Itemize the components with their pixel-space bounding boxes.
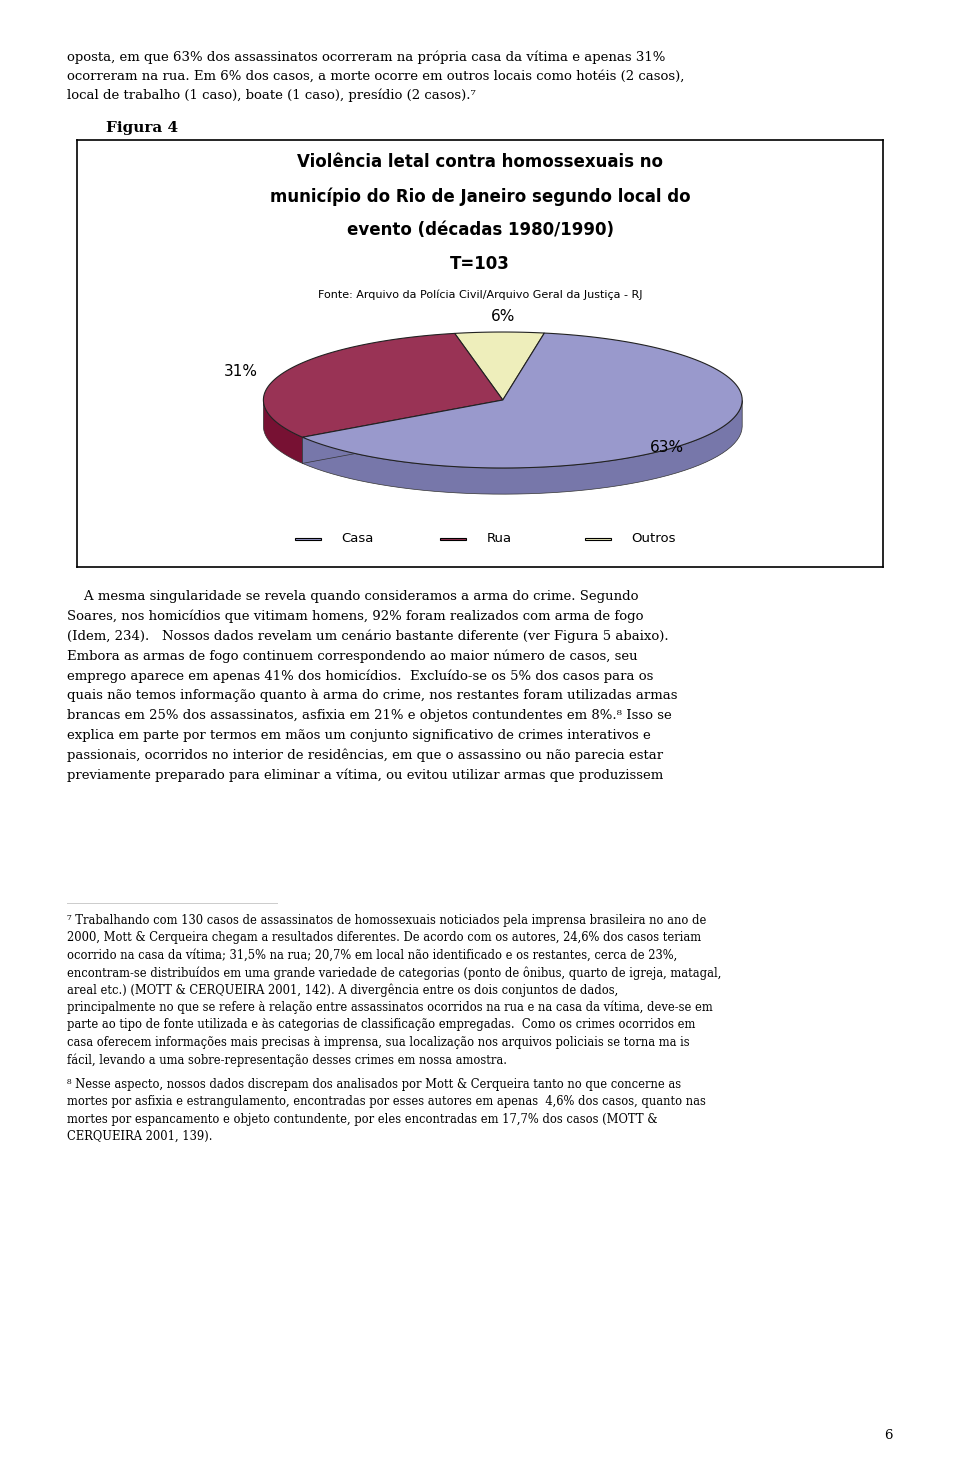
Text: Embora as armas de fogo continuem correspondendo ao maior número de casos, seu: Embora as armas de fogo continuem corres… (67, 650, 637, 663)
Text: 63%: 63% (650, 439, 684, 454)
Text: evento (décadas 1980/1990): evento (décadas 1980/1990) (347, 221, 613, 239)
Text: Soares, nos homicídios que vitimam homens, 92% foram realizados com arma de fogo: Soares, nos homicídios que vitimam homen… (67, 610, 644, 624)
Text: local de trabalho (1 caso), boate (1 caso), presídio (2 casos).⁷: local de trabalho (1 caso), boate (1 cas… (67, 88, 476, 102)
Text: mortes por espancamento e objeto contundente, por eles encontradas em 17,7% dos : mortes por espancamento e objeto contund… (67, 1113, 658, 1126)
Text: Rua: Rua (487, 532, 512, 545)
Text: 6%: 6% (491, 310, 515, 324)
Text: CERQUEIRA 2001, 139).: CERQUEIRA 2001, 139). (67, 1131, 213, 1142)
Text: 31%: 31% (224, 364, 257, 379)
Polygon shape (302, 399, 503, 463)
Text: encontram-se distribuídos em uma grande variedade de categorias (ponto de ônibus: encontram-se distribuídos em uma grande … (67, 965, 722, 980)
Text: (Idem, 234).   Nossos dados revelam um cenário bastante diferente (ver Figura 5 : (Idem, 234). Nossos dados revelam um cen… (67, 629, 669, 643)
Text: parte ao tipo de fonte utilizada e às categorias de classificação empregadas.  C: parte ao tipo de fonte utilizada e às ca… (67, 1019, 696, 1032)
Text: ocorreram na rua. Em 6% dos casos, a morte ocorre em outros locais como hotéis (: ocorreram na rua. Em 6% dos casos, a mor… (67, 69, 684, 83)
Text: areal etc.) (MOTT & CERQUEIRA 2001, 142). A divergência entre os dois conjuntos : areal etc.) (MOTT & CERQUEIRA 2001, 142)… (67, 983, 618, 996)
Text: Outros: Outros (632, 532, 676, 545)
Text: casa oferecem informações mais precisas à imprensa, sua localização nos arquivos: casa oferecem informações mais precisas … (67, 1036, 690, 1048)
Bar (440, 538, 467, 541)
Text: principalmente no que se refere à relação entre assassinatos ocorridos na rua e : principalmente no que se refere à relaçã… (67, 1001, 713, 1014)
Polygon shape (302, 333, 742, 469)
Polygon shape (302, 401, 742, 494)
Text: Figura 4: Figura 4 (106, 121, 178, 134)
Polygon shape (455, 332, 544, 399)
Text: quais não temos informação quanto à arma do crime, nos restantes foram utilizada: quais não temos informação quanto à arma… (67, 690, 678, 702)
Text: fácil, levando a uma sobre-representação desses crimes em nossa amostra.: fácil, levando a uma sobre-representação… (67, 1052, 507, 1067)
Text: Casa: Casa (342, 532, 373, 545)
Text: mortes por asfixia e estrangulamento, encontradas por esses autores em apenas  4: mortes por asfixia e estrangulamento, en… (67, 1095, 706, 1108)
Text: passionais, ocorridos no interior de residências, em que o assassino ou não pare: passionais, ocorridos no interior de res… (67, 749, 663, 762)
Text: emprego aparece em apenas 41% dos homicídios.  Excluído-se os 5% dos casos para : emprego aparece em apenas 41% dos homicí… (67, 669, 654, 682)
Bar (295, 538, 322, 541)
Text: ⁸ Nesse aspecto, nossos dados discrepam dos analisados por Mott & Cerqueira tant: ⁸ Nesse aspecto, nossos dados discrepam … (67, 1077, 682, 1091)
Text: 6: 6 (884, 1428, 893, 1442)
Text: A mesma singularidade se revela quando consideramos a arma do crime. Segundo: A mesma singularidade se revela quando c… (67, 590, 638, 603)
Text: Fonte: Arquivo da Polícia Civil/Arquivo Geral da Justiça - RJ: Fonte: Arquivo da Polícia Civil/Arquivo … (318, 290, 642, 301)
Text: previamente preparado para eliminar a vítima, ou evitou utilizar armas que produ: previamente preparado para eliminar a ví… (67, 769, 663, 783)
Polygon shape (302, 399, 503, 463)
Text: ocorrido na casa da vítima; 31,5% na rua; 20,7% em local não identificado e os r: ocorrido na casa da vítima; 31,5% na rua… (67, 949, 678, 961)
Bar (585, 538, 612, 541)
Text: ⁷ Trabalhando com 130 casos de assassinatos de homossexuais noticiados pela impr: ⁷ Trabalhando com 130 casos de assassina… (67, 914, 707, 927)
Text: explica em parte por termos em mãos um conjunto significativo de crimes interati: explica em parte por termos em mãos um c… (67, 730, 651, 741)
Text: brancas em 25% dos assassinatos, asfixia em 21% e objetos contundentes em 8%.⁸ I: brancas em 25% dos assassinatos, asfixia… (67, 709, 672, 722)
Text: 2000, Mott & Cerqueira chegam a resultados diferentes. De acordo com os autores,: 2000, Mott & Cerqueira chegam a resultad… (67, 932, 702, 945)
Text: oposta, em que 63% dos assassinatos ocorreram na própria casa da vítima e apenas: oposta, em que 63% dos assassinatos ocor… (67, 50, 665, 63)
Text: Violência letal contra homossexuais no: Violência letal contra homossexuais no (297, 153, 663, 171)
Text: T=103: T=103 (450, 255, 510, 274)
Polygon shape (263, 333, 503, 438)
Polygon shape (263, 399, 302, 463)
Text: município do Rio de Janeiro segundo local do: município do Rio de Janeiro segundo loca… (270, 187, 690, 205)
